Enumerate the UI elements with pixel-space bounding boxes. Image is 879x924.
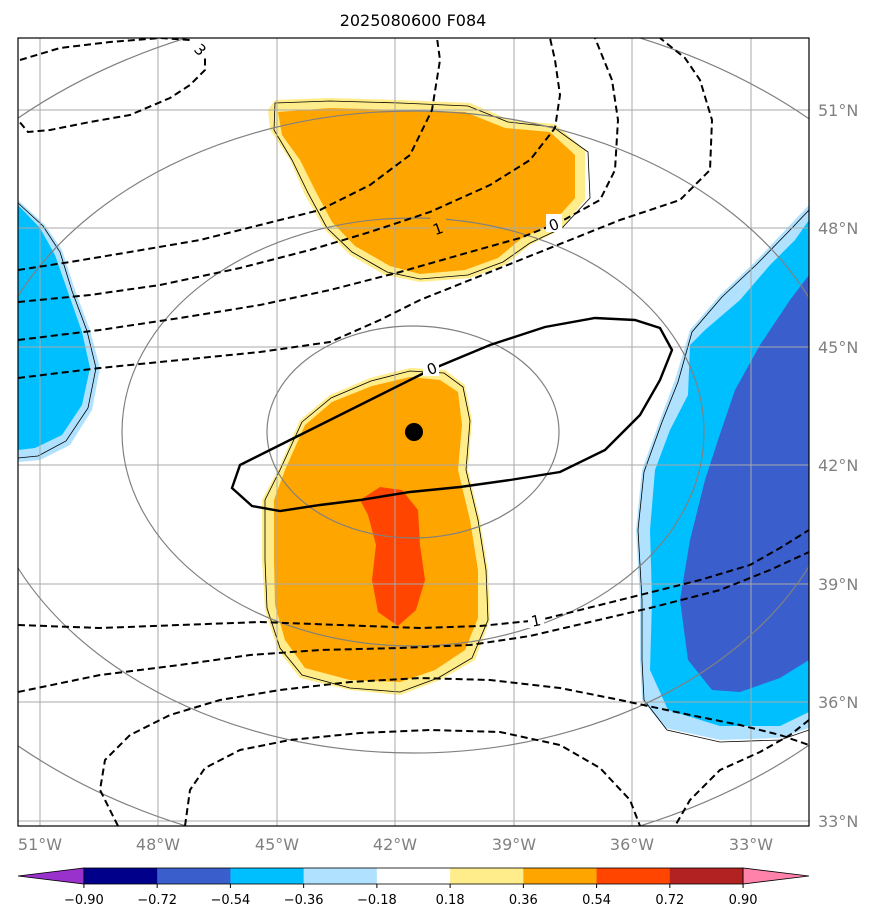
colorbar-segment [669, 868, 744, 884]
range-rings [18, 38, 809, 826]
lon-label-48W: 48°W [136, 835, 180, 854]
lon-label-33W: 33°W [729, 835, 773, 854]
colorbar-tick-label: 0.18 [436, 893, 465, 908]
lat-label-33N: 33°N [818, 812, 858, 831]
contour-label-1-south: 1 [529, 611, 542, 631]
lat-label-39N: 39°N [818, 575, 858, 594]
lat-label-42N: 42°N [818, 456, 858, 475]
colorbar-tick-label: −0.18 [357, 893, 397, 908]
colorbar-tick-label: −0.90 [64, 893, 104, 908]
colorbar-tick-label: 0.90 [729, 893, 758, 908]
map-area: 3 1 0 0 1 [18, 38, 809, 826]
colorbar-segment [376, 868, 451, 884]
lon-label-42W: 42°W [373, 835, 417, 854]
lat-label-51N: 51°N [818, 101, 858, 120]
lon-label-51W: 51°W [18, 835, 62, 854]
colorbar-segment [523, 868, 598, 884]
colorbar-segment [303, 868, 378, 884]
map-title: 2025080600 F084 [340, 11, 487, 30]
contour-label-group: 3 1 0 0 1 [190, 40, 562, 631]
map-frame [17, 37, 810, 827]
colorbar-extend-high [742, 867, 810, 885]
lon-label-36W: 36°W [610, 835, 654, 854]
colorbar-tick-label: 0.36 [509, 893, 538, 908]
colorbar-segment [596, 868, 671, 884]
lat-label-36N: 36°N [818, 693, 858, 712]
lon-label-45W: 45°W [255, 835, 299, 854]
colorbar-segment [230, 868, 305, 884]
colorbar-tick-label: 0.54 [582, 893, 611, 908]
negative-region-west [18, 200, 100, 462]
colorbar-tick-label: −0.36 [284, 893, 324, 908]
colorbar-extend-low [17, 867, 85, 885]
colorbar: −0.90 −0.72 −0.54 −0.36 −0.18 0.18 0.36 0.54 0.7… [17, 867, 810, 908]
colorbar-outline [83, 867, 744, 885]
colorbar-tick-label: 0.72 [655, 893, 684, 908]
positive-region-south [262, 368, 490, 695]
dashed-contours [18, 38, 809, 826]
positive-region-north [268, 98, 585, 282]
colorbar-tick-label: −0.54 [210, 893, 250, 908]
lat-label-48N: 48°N [818, 219, 858, 238]
colorbar-segment [83, 868, 158, 884]
colorbar-segment [450, 868, 524, 884]
longitude-labels: 51°W 48°W 45°W 42°W 39°W 36°W 33°W [18, 835, 773, 854]
lon-label-39W: 39°W [492, 835, 536, 854]
zero-contour [230, 316, 674, 513]
lat-label-45N: 45°N [818, 338, 858, 357]
storm-center-marker [405, 423, 423, 441]
colorbar-tick-label: −0.72 [137, 893, 177, 908]
colorbar-segment [157, 868, 231, 884]
negative-region-east [636, 205, 809, 740]
latitude-labels: 51°N 48°N 45°N 42°N 39°N 36°N 33°N [818, 101, 858, 831]
